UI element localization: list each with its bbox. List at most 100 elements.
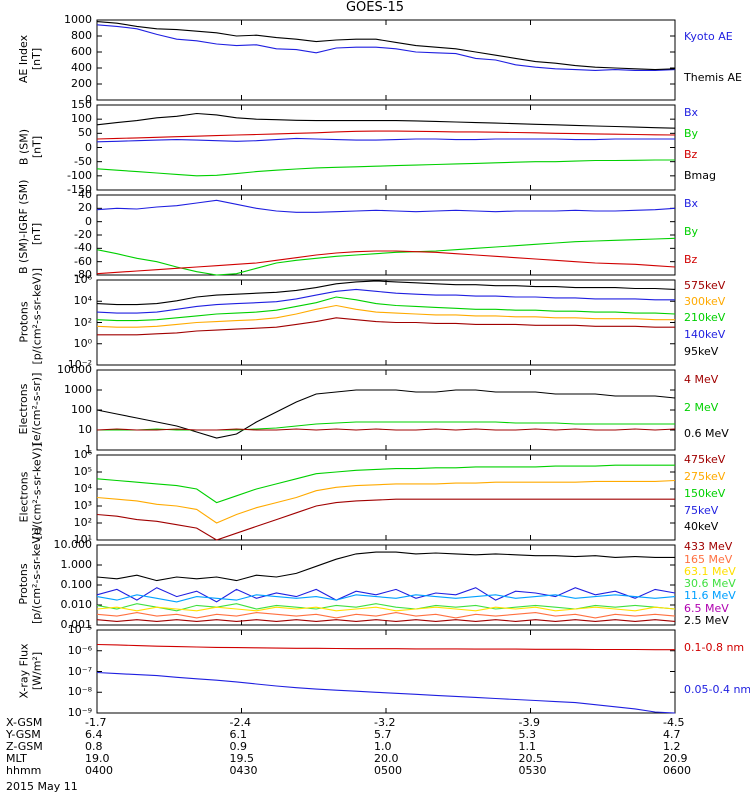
- y-tick-label: 10²: [73, 315, 92, 329]
- y-tick-label: 10⁴: [73, 294, 92, 308]
- x-row-value: 0430: [229, 764, 258, 777]
- legend-2-mev: 2 MeV: [684, 401, 719, 414]
- y-axis-label-line: [e/(cm²-s-sr)]: [30, 372, 43, 446]
- legend-bx: Bx: [684, 106, 699, 119]
- x-row-label: Y-GSM: [6, 728, 41, 741]
- y-tick-label: 0.010: [60, 598, 93, 611]
- y-tick-label: 10⁻⁸: [67, 685, 92, 699]
- y-tick-label: 10⁻²: [67, 358, 92, 371]
- x-row-value: 0530: [518, 764, 547, 777]
- y-tick-label: -20: [74, 228, 92, 241]
- series-line-themis-ae: [96, 21, 676, 71]
- legend-bmag: Bmag: [684, 169, 716, 182]
- legend-bz: Bz: [684, 253, 698, 266]
- y-tick-label: 40: [78, 188, 92, 201]
- series-line-bx: [96, 137, 675, 143]
- y-axis-label-line: AE Index: [17, 34, 30, 84]
- x-row-value: 0.8: [85, 740, 103, 753]
- series-line-300kev: [96, 304, 675, 328]
- x-row-value: -3.2: [374, 716, 396, 729]
- chart-title: GOES-15: [345, 0, 404, 15]
- x-row-label: MLT: [6, 752, 27, 765]
- date-label: 2015 May 11: [6, 780, 78, 793]
- series-line-2-5-mev: [96, 551, 675, 582]
- y-tick-label: 1000: [64, 383, 92, 396]
- y-axis-label-protons_high: Protons [p/(cm²-s-sr-keV)]: [17, 527, 43, 625]
- y-tick-label: 10000: [57, 363, 92, 376]
- x-row-value: -2.4: [229, 716, 251, 729]
- y-tick-label: 10: [78, 423, 92, 436]
- legend-by: By: [684, 127, 699, 140]
- legend-themis-ae: Themis AE: [684, 71, 742, 84]
- series-line-6-5-mev: [96, 587, 676, 603]
- series-line-by: [96, 237, 676, 276]
- y-axis-label-electrons_low: Electrons [e/(cm²-s-sr-keV)]: [17, 442, 43, 539]
- legend-75kev: 75keV: [684, 504, 719, 517]
- panel-frame-electrons_high: [96, 369, 676, 451]
- series-line-11-6-mev: [96, 594, 676, 603]
- y-tick-label: 100: [71, 112, 92, 126]
- legend-4-mev: 4 MeV: [684, 373, 719, 386]
- x-row-value: 0400: [85, 764, 113, 777]
- series-line-by: [96, 159, 675, 177]
- legend-433-mev: 433 MeV: [684, 540, 733, 553]
- legend-by: By: [684, 225, 699, 238]
- y-tick-label: 0: [85, 214, 92, 228]
- x-row-value: 5.3: [518, 728, 537, 741]
- x-row-value: 0.9: [229, 740, 248, 753]
- legend-575kev: 575keV: [684, 279, 726, 292]
- x-row-value: 0500: [374, 764, 402, 777]
- x-row-value: 5.7: [374, 728, 392, 741]
- y-axis-label-b_igrf: B (SM)-IGRF (SM) [nT]: [17, 180, 43, 274]
- x-row-value: 4.7: [663, 728, 681, 741]
- x-row-label: Z-GSM: [6, 740, 43, 753]
- y-axis-label-line: B (SM): [17, 128, 30, 165]
- panel-frame-b_sm: [96, 104, 676, 191]
- y-tick-label: 150: [71, 98, 92, 111]
- series-line-165-mev: [96, 612, 676, 619]
- y-axis-label-line: [p/(cm²-s-sr-keV)]: [30, 267, 43, 365]
- series-line-0-05-0-4-nm: [96, 671, 676, 714]
- y-axis-label-line: [e/(cm²-s-sr-keV)]: [30, 442, 43, 539]
- series-line-433-mev: [96, 619, 676, 622]
- y-tick-label: 0: [85, 140, 92, 154]
- legend-0-05-0-4-nm: 0.05-0.4 nm: [684, 683, 750, 696]
- series-line-95kev: [96, 280, 676, 306]
- y-tick-label: 800: [71, 29, 92, 42]
- y-tick-label: -80: [74, 268, 92, 281]
- x-row-value: 1.1: [518, 740, 537, 753]
- x-row-value: -4.5: [663, 716, 685, 729]
- y-tick-label: 600: [71, 45, 92, 58]
- series-line-bz: [96, 130, 676, 140]
- y-tick-label: 10⁵: [73, 465, 92, 478]
- x-row-value: 0600: [663, 764, 691, 777]
- series-line-0-1-0-8-nm: [96, 643, 675, 651]
- legend-6-5-mev: 6.5 MeV: [684, 602, 729, 615]
- x-row-value: 6.1: [229, 728, 248, 741]
- x-axis-table: X-GSM -1.7 -2.4 -3.2 -3.9 -4.5 Y-GSM 6.4 6.1 5.7 5…: [0, 716, 750, 796]
- legend-63-1-mev: 63.1 MeV: [684, 565, 736, 578]
- y-tick-label: 10⁻⁹: [67, 706, 92, 719]
- y-tick-label: 1000: [64, 13, 92, 26]
- y-axis-label-line: Electrons: [17, 471, 30, 522]
- series-line-bmag: [96, 112, 676, 129]
- x-row-value: 6.4: [85, 728, 103, 741]
- legend-30-6-mev: 30.6 MeV: [684, 577, 736, 590]
- y-axis-label-line: Protons: [17, 563, 30, 605]
- legend-0-1-0-8-nm: 0.1-0.8 nm: [684, 641, 745, 654]
- y-axis-label-b_sm: B (SM) [nT]: [17, 104, 43, 189]
- y-tick-label: 0.001: [60, 618, 93, 631]
- y-tick-label: 400: [71, 61, 92, 74]
- y-axis-label-line: [nT]: [30, 47, 43, 71]
- legend-bx: Bx: [684, 197, 699, 210]
- y-axis-label-protons_low: Protons [p/(cm²-s-sr-keV)]: [17, 267, 43, 365]
- y-tick-label: 10⁶: [73, 273, 92, 286]
- x-row-label: hhmm: [6, 764, 42, 777]
- legend-165-mev: 165 MeV: [684, 553, 733, 566]
- y-axis-label-line: [p/(cm²-s-sr-keV)]: [30, 527, 43, 625]
- y-tick-label: 20: [78, 201, 92, 215]
- series-line-140kev: [96, 288, 675, 314]
- y-tick-label: 10²: [73, 516, 92, 529]
